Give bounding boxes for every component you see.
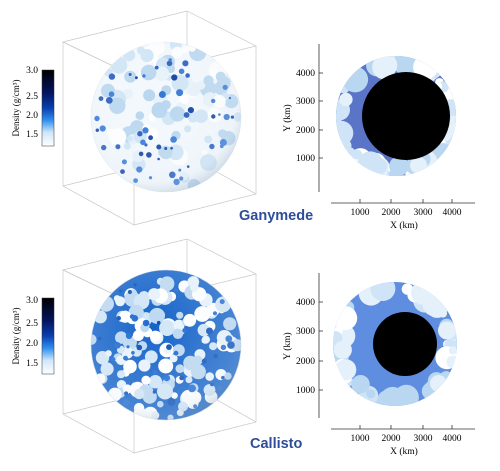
colorbar-tick: 3.0 — [26, 66, 38, 76]
surface-patch — [336, 120, 354, 146]
colorbar-tick: 2.0 — [26, 111, 38, 121]
surface-patch — [446, 355, 457, 369]
callisto-cross-section: 4000 3000 2000 1000 1000 2000 3000 4000 … — [282, 273, 475, 457]
callisto-panel: 3.0 2.5 2.0 1.5 Density (g/cm³) — [11, 238, 475, 457]
x-tick-label: 1000 — [351, 434, 370, 444]
callisto-title: Callisto — [250, 436, 303, 452]
y-axis-label: Y (km) — [282, 332, 293, 359]
colorbar-gradient — [41, 297, 55, 375]
colorbar-tick: 3.0 — [26, 296, 38, 306]
ganymede-colorbar: 3.0 2.5 2.0 1.5 Density (g/cm³) — [11, 66, 55, 147]
x-tick-label: 3000 — [414, 434, 433, 444]
y-tick-label: 3000 — [296, 327, 315, 337]
ganymede-sphere — [90, 41, 242, 193]
surface-patch — [388, 168, 404, 176]
ganymede-panel: 3.0 2.5 2.0 1.5 Density (g/cm³) — [11, 10, 475, 231]
x-tick-label: 3000 — [414, 208, 433, 218]
callisto-colorbar: 3.0 2.5 2.0 1.5 Density (g/cm³) — [11, 296, 55, 375]
x-axis — [331, 199, 475, 204]
y-tick-label: 2000 — [296, 357, 315, 367]
y-tick-label: 4000 — [296, 69, 315, 79]
surface-patch — [370, 157, 388, 175]
colorbar-label: Density (g/cm³) — [11, 308, 21, 365]
x-tick-label: 1000 — [351, 208, 370, 218]
y-axis-label: Y (km) — [282, 104, 293, 131]
cross-section-disc — [333, 282, 457, 406]
surface-patch — [448, 346, 457, 355]
surface-patch — [410, 156, 427, 174]
x-axis-label: X (km) — [390, 220, 418, 231]
x-tick-label: 2000 — [382, 434, 401, 444]
x-tick-label: 4000 — [443, 434, 462, 444]
surface-patch — [411, 282, 435, 305]
x-tick-label: 2000 — [382, 208, 401, 218]
surface-patch — [333, 340, 352, 359]
x-axis-label: X (km) — [390, 446, 418, 457]
y-tick-label: 4000 — [296, 298, 315, 308]
surface-patch — [366, 389, 376, 399]
ganymede-cross-section: 4000 3000 2000 1000 1000 2000 3000 4000 … — [282, 44, 475, 231]
x-tick-label: 4000 — [443, 208, 462, 218]
surface-patch — [379, 386, 406, 406]
callisto-3d-box — [61, 238, 257, 454]
surface-patch — [351, 375, 370, 394]
surface-patch — [339, 92, 353, 107]
y-tick-label: 1000 — [296, 154, 315, 164]
surface-patch — [333, 331, 343, 345]
colorbar-tick: 2.5 — [26, 92, 38, 102]
core — [373, 312, 437, 376]
cross-section-disc — [336, 56, 456, 176]
surface-patch — [336, 138, 352, 154]
y-axis — [318, 273, 323, 418]
surface-patch — [370, 282, 396, 301]
colorbar-tick: 2.5 — [26, 319, 38, 329]
core — [362, 72, 450, 160]
callisto-sphere — [90, 269, 242, 421]
ganymede-title: Ganymede — [239, 208, 314, 224]
surface-patch — [342, 66, 369, 93]
colorbar-tick: 1.5 — [26, 130, 38, 140]
surface-patch — [335, 359, 357, 381]
surface-patch — [333, 306, 358, 331]
surface-patch — [336, 115, 342, 125]
y-tick-label: 3000 — [296, 97, 315, 107]
surface-patch — [438, 321, 456, 340]
y-tick-label: 2000 — [296, 126, 315, 136]
surface-patch — [430, 375, 447, 392]
colorbar-label: Density (g/cm³) — [11, 80, 21, 137]
y-axis — [318, 44, 323, 192]
x-axis — [331, 425, 475, 430]
colorbar-tick: 1.5 — [26, 359, 38, 369]
surface-patch — [373, 56, 398, 78]
colorbar-gradient — [41, 69, 55, 147]
y-tick-label: 1000 — [296, 386, 315, 396]
colorbar-tick: 2.0 — [26, 339, 38, 349]
